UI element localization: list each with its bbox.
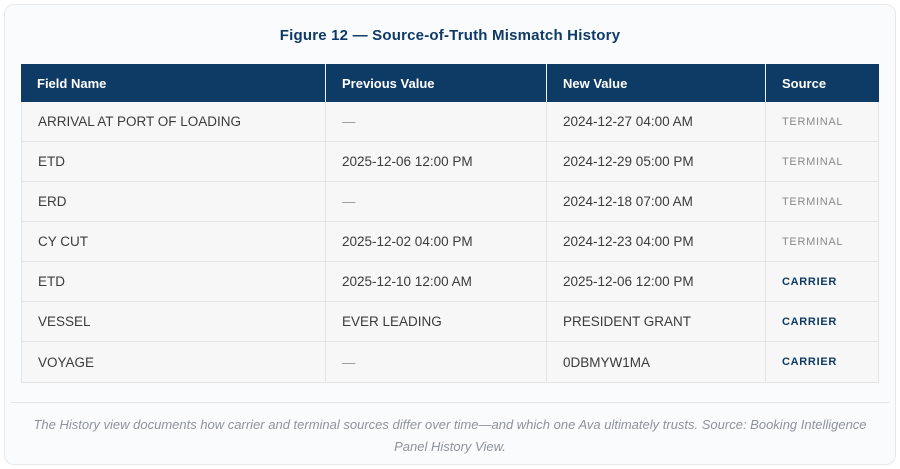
new-value-cell: 2024-12-29 05:00 PM (546, 142, 765, 181)
figure-title: Figure 12 — Source-of-Truth Mismatch His… (279, 27, 621, 44)
previous-value-cell: — (325, 102, 546, 141)
previous-value-cell: 2025-12-06 12:00 PM (325, 142, 546, 181)
field-name-cell: VOYAGE (38, 354, 95, 370)
table-row: ERD — 2024-12-18 07:00 AM TERMINAL (22, 182, 878, 222)
field-name-cell: CY CUT (38, 234, 89, 249)
source-cell: TERMINAL (765, 222, 880, 261)
new-value-cell: 2024-12-27 04:00 AM (546, 102, 765, 141)
table-row: CY CUT 2025-12-02 04:00 PM 2024-12-23 04… (22, 222, 878, 262)
field-name-cell: ARRIVAL AT PORT OF LOADING (38, 114, 242, 129)
previous-value-cell: 2025-12-10 12:00 AM (325, 262, 546, 301)
header-cell-previous-value: Previous Value (325, 64, 546, 102)
new-value-cell: 2025-12-06 12:00 PM (546, 262, 765, 301)
source-cell: TERMINAL (765, 102, 880, 141)
header-cell-new-value: New Value (546, 64, 765, 102)
source-cell: TERMINAL (765, 182, 880, 221)
field-name-cell: ERD (38, 194, 67, 209)
previous-value-cell: — (325, 182, 546, 221)
new-value-cell: 2024-12-18 07:00 AM (546, 182, 765, 221)
field-name-cell: ETD (38, 274, 65, 289)
table-row: ARRIVAL AT PORT OF LOADING — 2024-12-27 … (22, 102, 878, 142)
new-value-cell: 0DBMYW1MA (546, 342, 765, 382)
table-row: VESSEL EVER LEADING PRESIDENT GRANT CARR… (22, 302, 878, 342)
table-row: ETD 2025-12-06 12:00 PM 2024-12-29 05:00… (22, 142, 878, 182)
field-name-cell: ETD (38, 154, 65, 169)
table-row: VOYAGE — 0DBMYW1MA CARRIER (22, 342, 878, 382)
history-table: Field Name Previous Value New Value Sour… (21, 64, 879, 383)
table-header-row: Field Name Previous Value New Value Sour… (21, 64, 879, 102)
previous-value-cell: 2025-12-02 04:00 PM (325, 222, 546, 261)
header-cell-source: Source (765, 64, 881, 102)
header-cell-field-name: Field Name (37, 75, 107, 91)
new-value-cell: PRESIDENT GRANT (546, 302, 765, 341)
previous-value-cell: EVER LEADING (325, 302, 546, 341)
table-row: ETD 2025-12-10 12:00 AM 2025-12-06 12:00… (22, 262, 878, 302)
figure-caption: The History view documents how carrier a… (33, 417, 867, 454)
source-cell: CARRIER (765, 302, 880, 341)
new-value-cell: 2024-12-23 04:00 PM (546, 222, 765, 261)
caption-divider (11, 402, 889, 403)
figure-card: Figure 12 — Source-of-Truth Mismatch His… (4, 4, 896, 465)
field-name-cell: VESSEL (38, 314, 91, 329)
source-cell: CARRIER (765, 262, 880, 301)
table-body: ARRIVAL AT PORT OF LOADING — 2024-12-27 … (21, 102, 879, 383)
source-cell: CARRIER (765, 342, 880, 382)
source-cell: TERMINAL (765, 142, 880, 181)
previous-value-cell: — (325, 342, 546, 382)
